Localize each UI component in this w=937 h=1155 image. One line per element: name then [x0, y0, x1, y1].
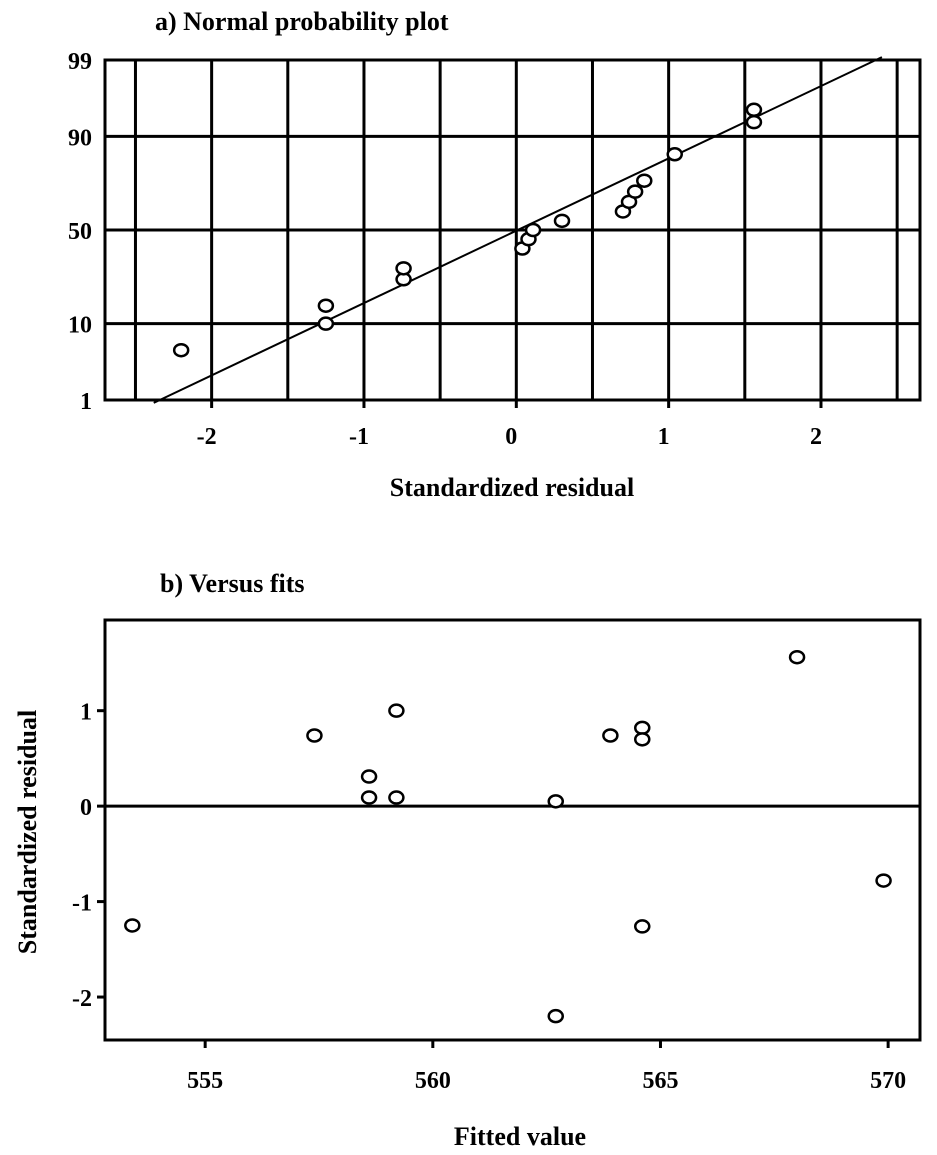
- chart-a-gridlines: [105, 60, 920, 400]
- chart-a-fit-line: [153, 56, 883, 404]
- chart-b-point: [875, 873, 892, 888]
- chart-a-point: [317, 316, 335, 331]
- chart-a-fit-line-segment: [153, 56, 883, 404]
- chart-b-x-tick-label: 565: [642, 1068, 678, 1094]
- chart-b-points: [124, 649, 892, 1024]
- chart-b-point: [547, 1008, 565, 1024]
- chart-b-y-ticks: -2 -1 0 1: [72, 700, 105, 1012]
- chart-a-points: [172, 102, 763, 358]
- chart-a-y-tick-label: 90: [68, 125, 92, 151]
- chart-a-y-tick-label: 1: [80, 389, 92, 415]
- chart-b-x-tick-label: 555: [187, 1068, 223, 1094]
- chart-b-point: [306, 728, 323, 743]
- chart-b-x-ticks: 555 560 565 570: [187, 1040, 906, 1094]
- chart-b-point: [634, 720, 651, 736]
- chart-a-x-tick-label: 0: [505, 424, 517, 450]
- chart-b-point: [388, 790, 405, 805]
- chart-a-point: [524, 222, 542, 238]
- chart-a-y-tick-label: 50: [68, 219, 92, 245]
- chart-a-x-tick-label: -1: [349, 424, 369, 450]
- chart-a-y-tick-label: 10: [68, 313, 92, 339]
- chart-b-x-tick-label: 570: [870, 1068, 906, 1094]
- chart-b-title: b) Versus fits: [160, 569, 304, 598]
- chart-a-x-tick-label: -2: [197, 424, 217, 450]
- chart-a-x-axis-label: Standardized residual: [390, 473, 634, 502]
- chart-a-point: [317, 298, 335, 313]
- chart-b-point: [388, 703, 405, 718]
- chart-a-point: [626, 184, 644, 199]
- chart-a-point: [745, 114, 763, 130]
- chart-b-y-tick-label: -2: [72, 986, 92, 1012]
- chart-b-point: [360, 790, 378, 805]
- chart-a-x-ticks: -2 -1 0 1 2: [197, 400, 823, 450]
- chart-a-y-ticks: 1 10 50 90 99: [68, 49, 92, 415]
- versus-fits-plot: b) Versus fits -2 -1 0 1 555 560 565 570 Fitte…: [13, 569, 922, 1151]
- chart-a-y-tick-label: 99: [68, 49, 92, 75]
- chart-b-y-tick-label: 1: [80, 700, 92, 726]
- chart-a-point: [172, 342, 190, 358]
- chart-b-point: [602, 728, 619, 743]
- chart-b-point: [788, 649, 806, 665]
- chart-b-point: [360, 769, 378, 784]
- chart-a-x-tick-label: 2: [810, 424, 822, 450]
- chart-b-y-tick-label: 0: [80, 795, 92, 821]
- chart-b-y-tick-label: -1: [72, 891, 92, 917]
- chart-b-plot-frame: [103, 618, 922, 1042]
- chart-a-title: a) Normal probability plot: [155, 7, 449, 36]
- chart-a-point: [553, 213, 571, 229]
- chart-b-point: [547, 794, 565, 809]
- chart-b-point: [634, 919, 651, 934]
- chart-a-point: [745, 102, 763, 118]
- chart-b-y-axis-label: Standardized residual: [13, 710, 42, 954]
- chart-a-x-tick-label: 1: [658, 424, 670, 450]
- chart-b-point: [124, 918, 141, 933]
- chart-b-x-tick-label: 560: [415, 1068, 451, 1094]
- chart-a-point: [666, 147, 683, 162]
- chart-b-point: [634, 732, 651, 747]
- chart-a-point: [636, 173, 653, 188]
- chart-a-point: [395, 261, 412, 276]
- chart-b-x-axis-label: Fitted value: [454, 1122, 586, 1151]
